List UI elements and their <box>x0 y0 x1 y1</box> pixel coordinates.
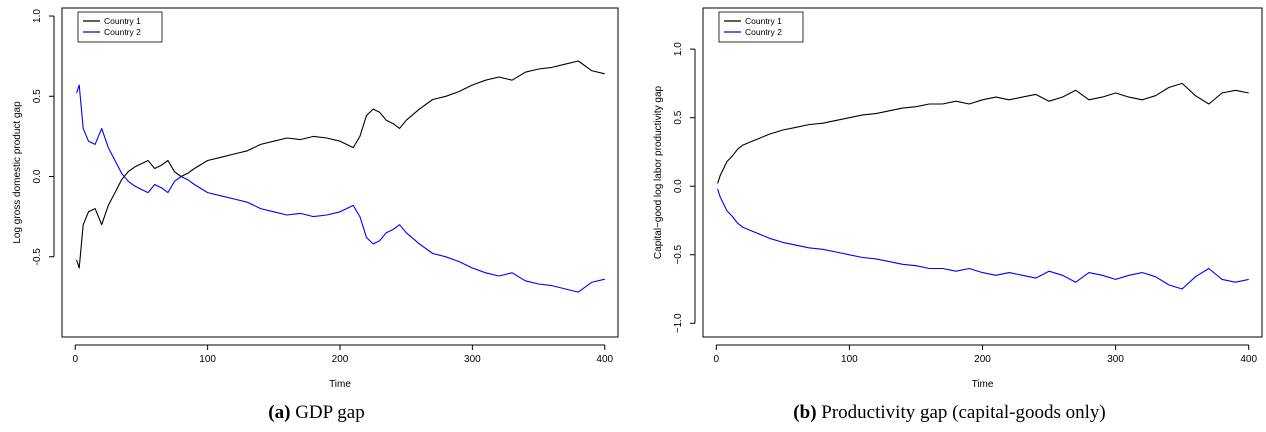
chart2-x-tick-label: 0 <box>714 354 720 365</box>
chart2-series-2-line <box>717 188 1249 290</box>
chart1-legend-label: Country 2 <box>104 27 141 37</box>
caption-b-text: Productivity gap (capital-goods only) <box>816 402 1106 423</box>
chart1-series-1-line <box>76 60 605 269</box>
chart1-x-tick-label: 400 <box>596 354 613 365</box>
chart2-y-tick-label: −0.5 <box>673 244 684 264</box>
caption-a-letter: (a) <box>268 402 291 423</box>
chart1-y-tick-label: 0.5 <box>32 89 43 103</box>
chart1-x-tick-label: 200 <box>332 354 349 365</box>
chart2-y-tick-label: −1.0 <box>673 313 684 333</box>
chart1-y-axis-title: Log gross domestic product gap <box>12 101 23 244</box>
chart2-x-tick-label: 300 <box>1107 354 1124 365</box>
caption-b: (b) Productivity gap (capital-goods only… <box>633 402 1266 424</box>
chart2-legend-label: Country 2 <box>745 27 782 37</box>
chart2-legend-box <box>718 11 804 43</box>
chart2-y-tick-label: 0.0 <box>673 179 684 193</box>
chart2-y-tick-label: 0.5 <box>673 110 684 124</box>
chart1-plot-frame <box>61 7 619 338</box>
productivity-gap-chart: 0 100 200 300 400 −1.0 −0.5 0.0 0.5 1.0 Time Capita… <box>633 0 1266 432</box>
chart2-x-tick-label: 400 <box>1240 354 1257 365</box>
chart1-y-tick-label: 1.0 <box>32 9 43 23</box>
chart2-series-1-line <box>717 82 1249 184</box>
chart2-x-tick-label: 200 <box>974 354 991 365</box>
chart1-y-tick-label: 0.0 <box>32 169 43 183</box>
chart1-series-2-line <box>76 84 605 293</box>
chart2-x-axis-title: Time <box>972 379 994 390</box>
productivity-gap-plot: 0 100 200 300 400 −1.0 −0.5 0.0 0.5 1.0 Time Capita… <box>653 7 1263 390</box>
chart1-x-axis-title: Time <box>329 379 351 390</box>
chart1-legend-label: Country 1 <box>104 16 141 26</box>
gdp-gap-plot: 0 100 200 300 400 -0.5 0.0 0.5 1.0 Time Log gross … <box>12 7 619 390</box>
chart2-y-tick-label: 1.0 <box>673 42 684 56</box>
chart2-x-tick-label: 100 <box>841 354 858 365</box>
caption-a: (a) GDP gap <box>0 402 633 424</box>
chart2-plot-frame <box>702 7 1263 338</box>
chart1-x-tick-label: 300 <box>464 354 481 365</box>
chart2-y-axis-title: Capital−good log labor productivity gap <box>653 85 664 259</box>
caption-a-text: GDP gap <box>290 402 365 423</box>
chart2-legend-label: Country 1 <box>745 16 782 26</box>
caption-b-letter: (b) <box>793 402 817 423</box>
chart1-y-tick-label: -0.5 <box>32 248 43 266</box>
gdp-gap-chart: 0 100 200 300 400 -0.5 0.0 0.5 1.0 Time Log gross … <box>12 7 619 390</box>
chart1-x-tick-label: 0 <box>72 354 78 365</box>
chart1-legend-box <box>77 11 163 43</box>
chart1-x-tick-label: 100 <box>199 354 216 365</box>
